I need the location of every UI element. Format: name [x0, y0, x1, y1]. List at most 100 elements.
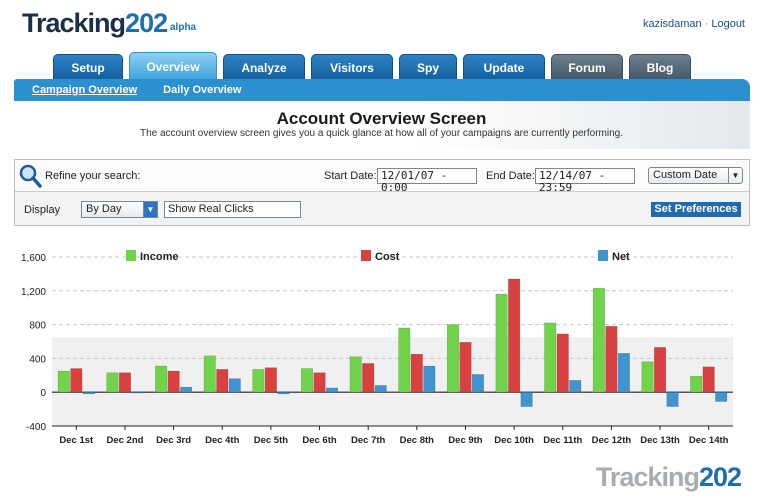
tab-visitors[interactable]: Visitors	[311, 54, 393, 80]
overview-chart: 1,600 1,200 800 400 0 -400 Income Cost Net Dec …	[21, 250, 733, 446]
filter-panel: Refine your search: Start Date: 12/01/07…	[14, 159, 750, 226]
bar-cost	[216, 369, 229, 393]
bar-cost	[362, 363, 375, 393]
bar-net	[666, 391, 679, 407]
bar-net	[228, 378, 241, 393]
tab-spy[interactable]: Spy	[399, 54, 457, 80]
footer-logo: Tracking202	[595, 462, 742, 493]
x-tick-label: Dec 2nd	[106, 435, 143, 446]
set-preferences-button[interactable]: Set Preferences	[651, 202, 741, 217]
bar-income	[155, 365, 168, 393]
main-nav-tabs: Setup Overview Analyze Visitors Spy Upda…	[53, 52, 691, 80]
page-subtitle: The account overview screen gives you a …	[139, 128, 624, 139]
footer-logo-number: 202	[698, 462, 742, 492]
legend-swatch	[361, 250, 371, 261]
bar-net	[520, 391, 533, 407]
x-tick-label: Dec 3rd	[156, 435, 191, 446]
bar-cost	[508, 278, 521, 393]
x-tick-label: Dec 9th	[448, 435, 483, 446]
chevron-down-icon: ▼	[728, 168, 742, 183]
bar-income	[203, 355, 216, 393]
bar-income	[544, 322, 557, 393]
y-tick-label: 1,200	[21, 287, 46, 298]
bar-cost	[605, 326, 618, 393]
bar-net	[374, 385, 387, 393]
bar-net	[423, 365, 436, 393]
logo-text-number: 202	[125, 8, 168, 38]
x-tick-label: Dec 4th	[205, 435, 240, 446]
bar-net	[277, 391, 290, 395]
tab-overview[interactable]: Overview	[129, 52, 217, 80]
bar-income	[495, 293, 508, 393]
tab-update[interactable]: Update	[463, 54, 545, 80]
x-tick-label: Dec 12th	[592, 435, 632, 446]
y-tick-label: 800	[29, 321, 46, 332]
y-tick-label: 400	[29, 354, 46, 365]
y-tick-label: 1,600	[21, 253, 46, 264]
username-link[interactable]: kazisdaman	[642, 18, 702, 30]
bar-cost	[167, 370, 180, 393]
date-range-value: Custom Date	[653, 169, 718, 181]
bar-income	[57, 370, 70, 393]
display-select[interactable]: By Day ▼	[81, 201, 158, 218]
tab-blog[interactable]: Blog	[629, 54, 691, 80]
x-tick-label: Dec 5th	[254, 435, 289, 446]
subnav-daily-overview[interactable]: Daily Overview	[163, 84, 242, 96]
bar-income	[106, 372, 119, 393]
footer-logo-main: Tracking	[595, 462, 700, 492]
legend-label: Income	[140, 251, 179, 263]
bar-cost	[410, 353, 423, 393]
bar-income	[252, 369, 265, 393]
tab-analyze[interactable]: Analyze	[223, 54, 305, 80]
x-tick-label: Dec 8th	[400, 435, 435, 446]
bar-cost	[70, 368, 83, 393]
bar-cost	[459, 342, 472, 393]
end-date-label: End Date:	[486, 170, 535, 182]
bar-net	[180, 386, 193, 393]
bar-cost	[702, 366, 715, 393]
legend-swatch	[598, 250, 608, 261]
filter-row-dates: Refine your search: Start Date: 12/01/07…	[15, 160, 749, 194]
tab-forum[interactable]: Forum	[551, 54, 623, 80]
logo-text-main: Tracking	[22, 8, 126, 38]
x-tick-label: Dec 1st	[59, 435, 94, 446]
bar-net	[326, 387, 339, 393]
plot-shading	[52, 337, 733, 426]
y-tick-label: 0	[40, 388, 46, 399]
start-date-label: Start Date:	[324, 170, 377, 182]
chevron-down-icon: ▼	[143, 202, 157, 217]
page-header	[14, 101, 750, 149]
end-date-input[interactable]: 12/14/07 - 23:59	[535, 168, 635, 194]
page-title: Account Overview Screen	[276, 109, 487, 128]
bar-cost	[118, 372, 131, 393]
version-tag: alpha	[170, 22, 197, 33]
subnav-campaign-overview[interactable]: Campaign Overview	[32, 84, 138, 96]
bar-net	[617, 353, 630, 393]
x-tick-label: Dec 10th	[494, 435, 534, 446]
bar-net	[715, 391, 728, 402]
x-tick-label: Dec 7th	[351, 435, 386, 446]
x-tick-label: Dec 6th	[302, 435, 337, 446]
x-tick-label: Dec 13th	[640, 435, 680, 446]
bar-cost	[313, 372, 326, 393]
logout-link[interactable]: Logout	[711, 18, 745, 30]
clicks-select[interactable]: Show Real Clicks	[164, 201, 301, 218]
brand-logo[interactable]: Tracking202	[22, 8, 168, 39]
display-select-value: By Day	[86, 203, 122, 215]
bar-net	[569, 380, 582, 393]
bar-income	[641, 361, 654, 393]
start-date-input[interactable]: 12/01/07 - 0:00	[377, 168, 477, 194]
tab-setup[interactable]: Setup	[53, 54, 123, 80]
legend-swatch	[126, 250, 136, 261]
x-tick-label: Dec 14th	[689, 435, 729, 446]
bar-income	[349, 356, 362, 393]
bar-cost	[556, 333, 569, 393]
bar-net	[82, 391, 95, 395]
bar-cost	[654, 347, 667, 393]
bar-income	[446, 324, 459, 393]
date-range-select[interactable]: Custom Date ▼	[648, 167, 743, 184]
bar-income	[690, 375, 703, 393]
sub-nav: Campaign Overview Daily Overview	[14, 79, 750, 101]
legend-label: Cost	[375, 251, 400, 263]
bar-net	[471, 374, 484, 393]
